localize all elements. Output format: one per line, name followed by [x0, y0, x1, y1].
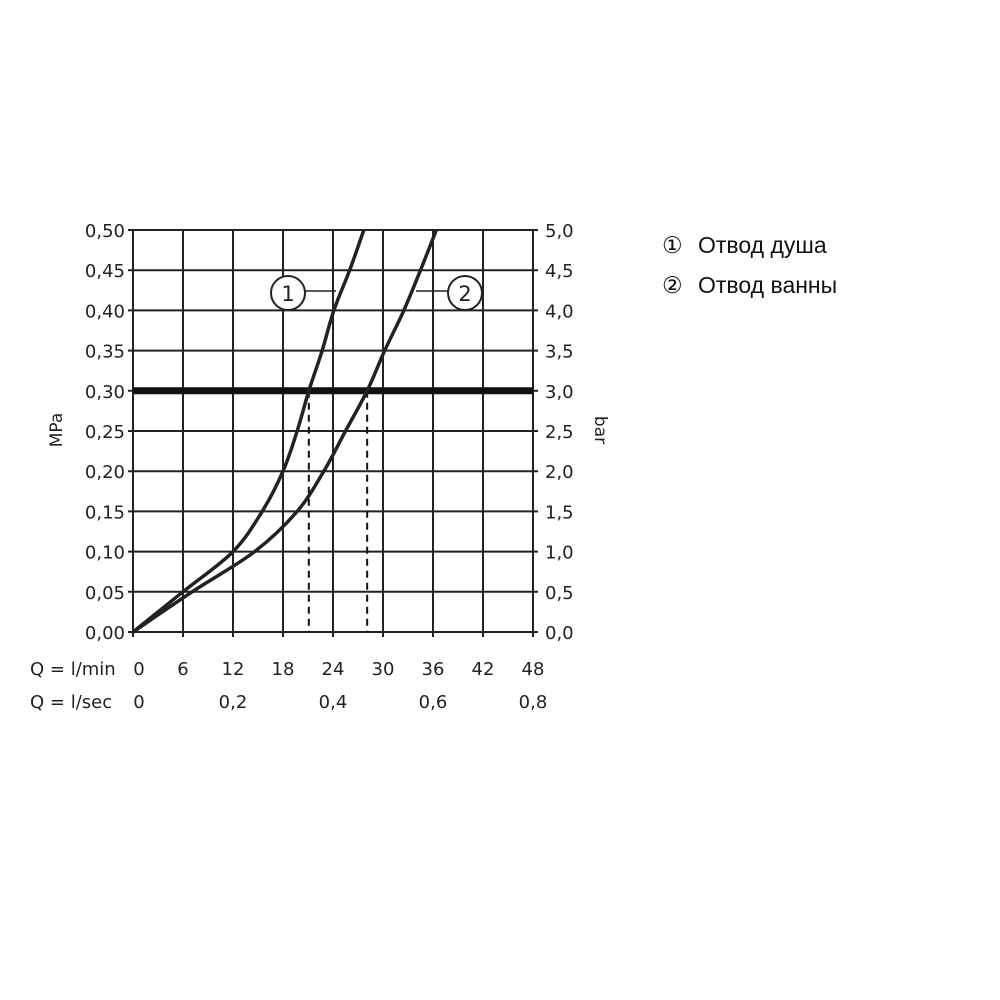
- y-tick-label-left: 0,30: [85, 382, 125, 403]
- y-tick-label-left: 0,25: [85, 422, 125, 443]
- x2-tick-label: 0,4: [319, 692, 348, 713]
- y-tick-label-left: 0,45: [85, 261, 125, 282]
- legend-item: ① Отвод душа: [662, 225, 837, 265]
- y-tick-label-right: 1,0: [545, 543, 574, 564]
- y-tick-label-left: 0,50: [85, 221, 125, 242]
- y-tick-label-left: 0,35: [85, 342, 125, 363]
- callout-circle: [447, 275, 483, 311]
- y-tick-label-right: 2,5: [545, 422, 574, 443]
- x-tick-label: 36: [422, 659, 445, 680]
- x-tick-label: 42: [472, 659, 495, 680]
- x-tick-label: 12: [222, 659, 245, 680]
- y-tick-label-right: 4,0: [545, 301, 574, 322]
- y-tick-label-left: 0,40: [85, 301, 125, 322]
- y-tick-label-left: 0,00: [85, 623, 125, 644]
- legend-label: Отвод ванны: [698, 271, 838, 298]
- x-tick-label: 48: [522, 659, 545, 680]
- x2-tick-label: 0,6: [419, 692, 448, 713]
- y-tick-label-left: 0,20: [85, 462, 125, 483]
- legend-marker: ①: [662, 231, 683, 258]
- y-tick-label-right: 2,0: [545, 462, 574, 483]
- y-tick-label-right: 3,0: [545, 382, 574, 403]
- legend-marker: ②: [662, 271, 683, 298]
- x-tick-label: 6: [177, 659, 188, 680]
- y-tick-label-left: 0,05: [85, 583, 125, 604]
- tick-labels: 0,000,050,100,150,200,250,300,350,400,45…: [85, 221, 574, 713]
- x-axis-primary-label: Q = l/min: [30, 659, 116, 680]
- y-tick-label-left: 0,10: [85, 543, 125, 564]
- series-line-1: [131, 229, 366, 634]
- callout-label: 1: [281, 282, 294, 306]
- series-line-2: [132, 229, 438, 634]
- legend-label: Отвод душа: [698, 231, 827, 258]
- x-tick-label: 30: [372, 659, 395, 680]
- y-tick-label-right: 5,0: [545, 221, 574, 242]
- x-tick-label: 0: [133, 659, 144, 680]
- callout-label: 2: [458, 282, 471, 306]
- x-axis-secondary-label: Q = l/sec: [30, 692, 112, 713]
- y-tick-label-right: 0,0: [545, 623, 574, 644]
- y-tick-label-right: 0,5: [545, 583, 574, 604]
- x-tick-label: 18: [272, 659, 295, 680]
- y-tick-label-right: 1,5: [545, 502, 574, 523]
- x-tick-label: 24: [322, 659, 345, 680]
- callout-circle: [270, 275, 306, 311]
- y-tick-label-right: 3,5: [545, 342, 574, 363]
- legend: ① Отвод душа ② Отвод ванны: [662, 225, 837, 305]
- x2-tick-label: 0,8: [519, 692, 548, 713]
- y-axis-right-label: bar: [590, 416, 610, 444]
- legend-item: ② Отвод ванны: [662, 265, 837, 305]
- y-tick-label-right: 4,5: [545, 261, 574, 282]
- x2-tick-label: 0: [133, 692, 144, 713]
- x2-tick-label: 0,2: [219, 692, 248, 713]
- y-tick-label-left: 0,15: [85, 502, 125, 523]
- y-axis-left-label: MPa: [47, 413, 67, 448]
